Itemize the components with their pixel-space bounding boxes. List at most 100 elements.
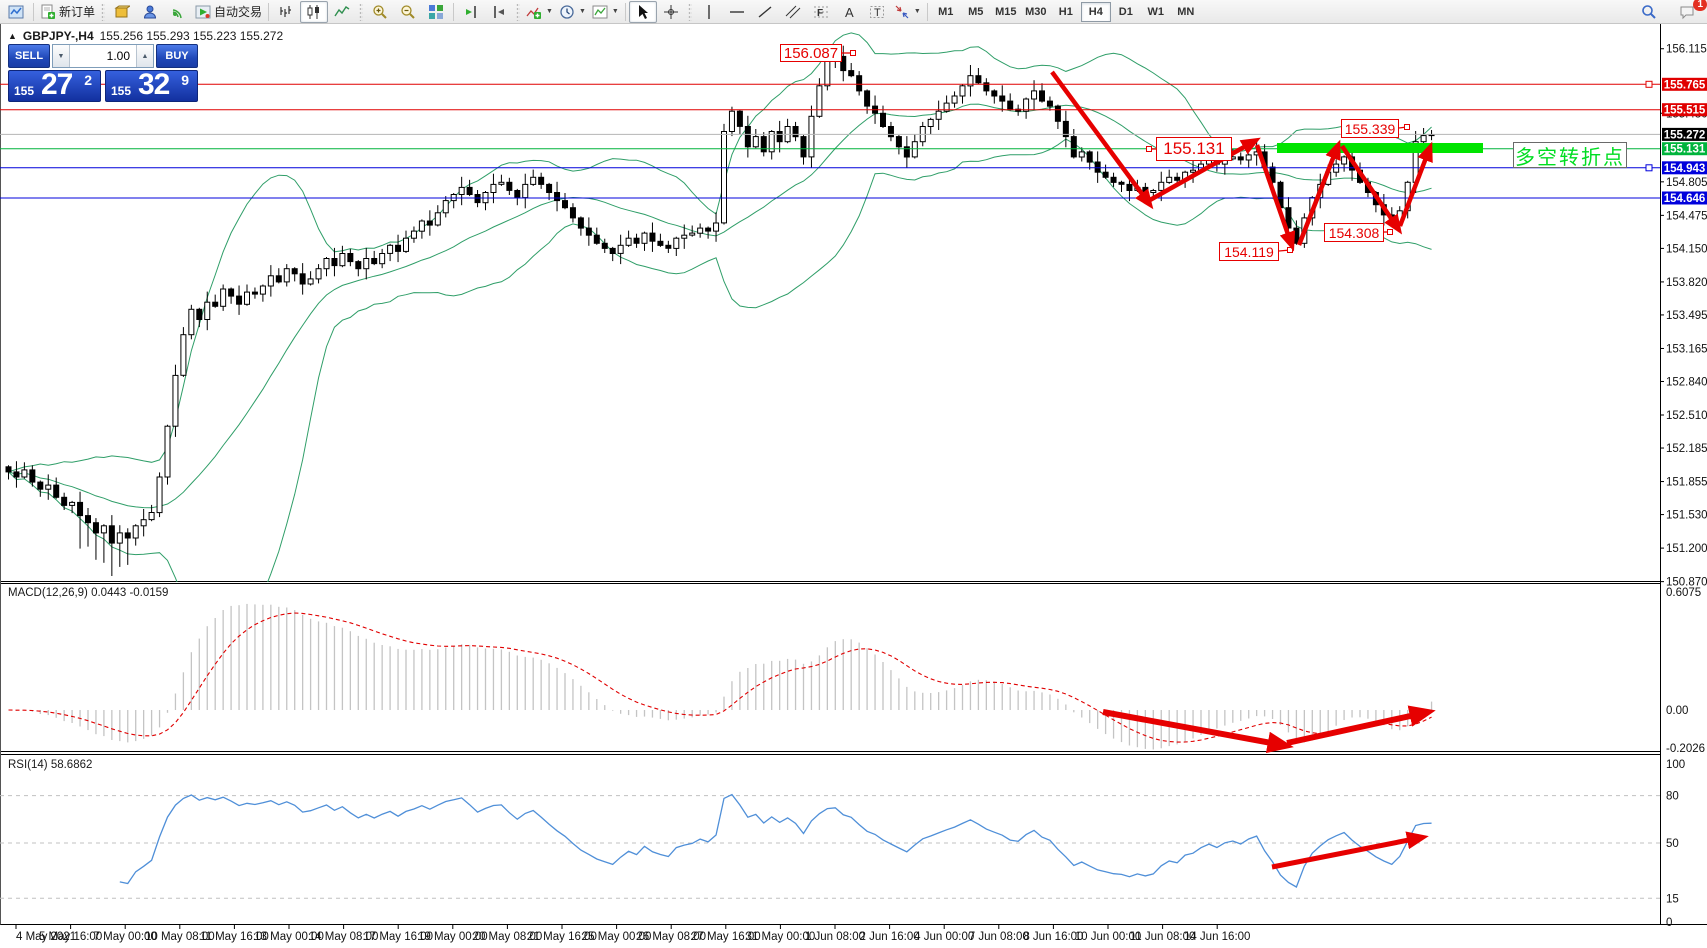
sell-button[interactable]: SELL xyxy=(8,44,50,68)
tf-m30[interactable]: M30 xyxy=(1021,2,1051,22)
label-button[interactable]: T xyxy=(863,1,891,23)
tf-w1[interactable]: W1 xyxy=(1141,2,1171,22)
periods-button[interactable]: ▼ xyxy=(556,1,589,23)
buy-price-big: 32 xyxy=(138,68,170,101)
templates-button[interactable]: ▼ xyxy=(589,1,622,23)
toolbar-separator xyxy=(268,2,270,21)
volume-up-icon[interactable]: ▲ xyxy=(136,45,153,67)
price-badge xyxy=(1662,103,1707,117)
dropdown-caret-icon[interactable]: ▼ xyxy=(578,8,586,15)
tf-d1-label: D1 xyxy=(1118,5,1133,18)
autotrade-button[interactable]: 自动交易 xyxy=(192,1,265,23)
fibonacci-button[interactable]: F xyxy=(807,1,835,23)
autoscroll-icon xyxy=(463,4,479,20)
hline-button[interactable] xyxy=(723,1,751,23)
rsi-tick: 50 xyxy=(1666,838,1679,850)
price-tag-154.308[interactable]: 154.308 xyxy=(1324,223,1384,242)
time-label: 20 May 08:00 xyxy=(473,931,543,943)
price-badge xyxy=(1662,142,1707,156)
trendline-button[interactable] xyxy=(751,1,779,23)
indicators-button[interactable]: ▼ xyxy=(523,1,556,23)
red-arrow-rsi xyxy=(1271,831,1429,870)
price-tick: 152.840 xyxy=(1666,376,1707,388)
dropdown-caret-icon[interactable]: ▼ xyxy=(913,8,921,15)
buy-price-display[interactable]: 155 32 9 xyxy=(105,68,198,102)
tf-m30-label: M30 xyxy=(1025,5,1047,18)
red-arrow-macd xyxy=(1286,705,1436,746)
time-label: 11 Jun 08:00 xyxy=(1130,931,1196,943)
zoomin-icon xyxy=(372,4,388,20)
volume-down-icon[interactable]: ▼ xyxy=(53,45,70,67)
tf-m15[interactable]: M15 xyxy=(991,2,1021,22)
volume-value[interactable]: 1.00 xyxy=(106,49,130,63)
line-chart-button[interactable] xyxy=(328,1,356,23)
tf-h4-label: H4 xyxy=(1088,5,1103,18)
text-button[interactable]: A xyxy=(835,1,863,23)
channel-button[interactable] xyxy=(779,1,807,23)
one-click-trade-panel: SELL ▼ 1.00 ▲ BUY 155 27 2 155 32 9 xyxy=(8,44,198,102)
tf-h1[interactable]: H1 xyxy=(1051,2,1081,22)
price-badge-text: 155.515 xyxy=(1664,105,1706,117)
price-tag-154.119[interactable]: 154.119 xyxy=(1219,242,1279,261)
zoom-out-button[interactable] xyxy=(394,1,422,23)
price-badge-text: 154.646 xyxy=(1664,193,1706,205)
horizontal-lines[interactable] xyxy=(0,80,1660,199)
signals-icon[interactable] xyxy=(164,1,192,23)
price-tag-155.339[interactable]: 155.339 xyxy=(1341,119,1399,138)
tf-mn[interactable]: MN xyxy=(1171,2,1201,22)
buy-price-prefix: 155 xyxy=(111,84,132,98)
sell-price-display[interactable]: 155 27 2 xyxy=(8,68,101,102)
chart-canvas[interactable]: 156.115155.480154.805154.475154.150153.8… xyxy=(0,24,1707,948)
crosshair-button[interactable] xyxy=(657,1,685,23)
zoom-in-button[interactable] xyxy=(366,1,394,23)
volume-stepper[interactable]: ▼ 1.00 ▲ xyxy=(52,44,154,68)
candlestick-series[interactable] xyxy=(5,45,1435,576)
search-button[interactable] xyxy=(1635,1,1663,23)
vline-button[interactable] xyxy=(695,1,723,23)
tf-h4[interactable]: H4 xyxy=(1080,1,1111,22)
market-watch-icon[interactable] xyxy=(108,1,136,23)
support-zone-band[interactable] xyxy=(1277,143,1483,153)
price-badge-text: 155.765 xyxy=(1664,79,1706,91)
tf-d1[interactable]: D1 xyxy=(1111,2,1141,22)
symbol-title: GBPJPY-,H4 xyxy=(22,29,94,43)
tile-windows-button[interactable] xyxy=(422,1,450,23)
toolbar-separator xyxy=(687,2,692,21)
buy-button[interactable]: BUY xyxy=(156,44,198,68)
chat-button[interactable]: 1 xyxy=(1673,0,1707,23)
turning-point-note[interactable]: 多空转折点 xyxy=(1513,142,1627,169)
auto-scroll-button[interactable] xyxy=(457,1,485,23)
macd-tick: 0.00 xyxy=(1666,705,1688,717)
price-badge-text: 155.131 xyxy=(1664,144,1706,156)
cursor-button[interactable] xyxy=(628,0,657,23)
price-axis[interactable]: 156.115155.480154.805154.475154.150153.8… xyxy=(1660,44,1707,929)
tf-m1[interactable]: M1 xyxy=(931,2,961,22)
arrows-button[interactable]: ▼ xyxy=(891,1,924,23)
app-icon[interactable] xyxy=(2,1,30,23)
svg-text:F: F xyxy=(817,8,823,19)
dropdown-caret-icon[interactable]: ▼ xyxy=(546,8,553,15)
rsi-label: RSI(14) 58.6862 xyxy=(8,759,92,771)
time-label: 17 May 16:00 xyxy=(363,931,433,943)
tf-m5[interactable]: M5 xyxy=(961,2,991,22)
price-tick: 153.820 xyxy=(1666,277,1707,289)
tf-m1-label: M1 xyxy=(938,5,954,18)
time-label: 2 Jun 16:00 xyxy=(860,931,920,943)
chart-shift-button[interactable] xyxy=(485,1,513,23)
chart-window[interactable]: 156.115155.480154.805154.475154.150153.8… xyxy=(0,24,1707,948)
dropdown-caret-icon[interactable]: ▼ xyxy=(611,8,619,15)
play-icon xyxy=(195,4,211,20)
vline-icon xyxy=(701,4,717,20)
collapse-trade-panel-icon[interactable]: ▲ xyxy=(8,31,17,41)
new-order-button[interactable]: 新订单 xyxy=(37,1,98,23)
navigator-icon[interactable] xyxy=(136,1,164,23)
price-tag-156.087[interactable]: 156.087 xyxy=(780,44,842,62)
trend-arrows[interactable] xyxy=(1050,70,1436,870)
time-label: 4 Jun 00:00 xyxy=(914,931,974,943)
time-label: 31 May 00:00 xyxy=(746,931,816,943)
shift-icon xyxy=(491,4,507,20)
price-tag-155.131[interactable]: 155.131 xyxy=(1156,137,1232,161)
candle-chart-button[interactable] xyxy=(300,0,329,23)
bar-chart-button[interactable] xyxy=(272,1,300,23)
